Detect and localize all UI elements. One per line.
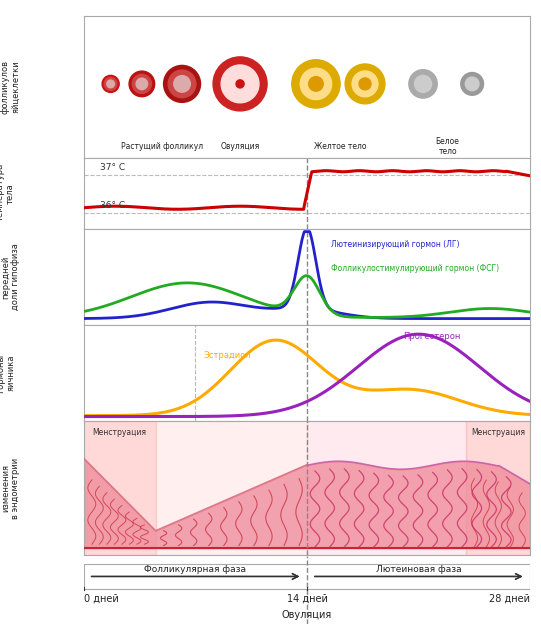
Text: Лютеиновая фаза: Лютеиновая фаза [376,566,461,574]
Ellipse shape [136,78,148,90]
Text: 36° C: 36° C [100,201,125,211]
Text: Гормоны
передней
доли гипофиза: Гормоны передней доли гипофиза [0,243,21,310]
Text: 37° C: 37° C [100,163,125,172]
Ellipse shape [345,64,385,104]
Ellipse shape [133,74,151,93]
Text: Эстрадиол: Эстрадиол [203,350,251,360]
Bar [466,421,530,555]
Text: 0 дней: 0 дней [84,593,118,603]
Ellipse shape [414,75,432,92]
Text: Растущий фолликул: Растущий фолликул [121,142,203,151]
Text: Гормоны
яичника: Гормоны яичника [0,354,15,393]
Ellipse shape [359,78,371,90]
Text: Лютеинизирующий гормон (ЛГ): Лютеинизирующий гормон (ЛГ) [331,240,459,249]
Text: Фолликулярная фаза: Фолликулярная фаза [144,566,247,574]
Bar [156,421,307,555]
Text: Циклические
изменения
в эндометрии: Циклические изменения в эндометрии [0,458,21,519]
Ellipse shape [461,73,484,95]
Text: Овуляция: Овуляция [220,142,260,151]
Bar [84,421,156,555]
Text: Менструация: Менструация [93,428,147,437]
Ellipse shape [352,71,378,97]
Ellipse shape [292,60,340,108]
Text: Менструация: Менструация [471,428,525,437]
Text: Температура
тела: Температура тела [0,164,15,223]
Ellipse shape [465,77,479,91]
Text: Прогестерон: Прогестерон [403,332,460,341]
Ellipse shape [129,71,155,97]
Text: Фолликулостимулирующий гормон (ФСГ): Фолликулостимулирующий гормон (ФСГ) [331,264,499,273]
Text: Развитие
фолликулов
яйцеклетки: Развитие фолликулов яйцеклетки [0,60,21,113]
Ellipse shape [300,68,332,100]
Ellipse shape [104,78,117,90]
Text: 28 дней: 28 дней [489,593,530,603]
Ellipse shape [213,57,267,111]
Ellipse shape [102,75,119,92]
Text: Овуляция: Овуляция [282,610,332,620]
Ellipse shape [236,80,244,88]
Ellipse shape [309,76,323,91]
Ellipse shape [221,65,259,103]
Text: Желтое тело: Желтое тело [314,142,367,151]
Ellipse shape [107,80,115,88]
Text: 14 дней: 14 дней [287,593,327,603]
Bar [307,421,466,555]
Text: Белое
тело: Белое тело [436,137,459,156]
Ellipse shape [409,70,437,98]
Ellipse shape [168,70,196,98]
Bar [84,564,530,589]
Ellipse shape [163,65,201,102]
Ellipse shape [174,76,190,92]
